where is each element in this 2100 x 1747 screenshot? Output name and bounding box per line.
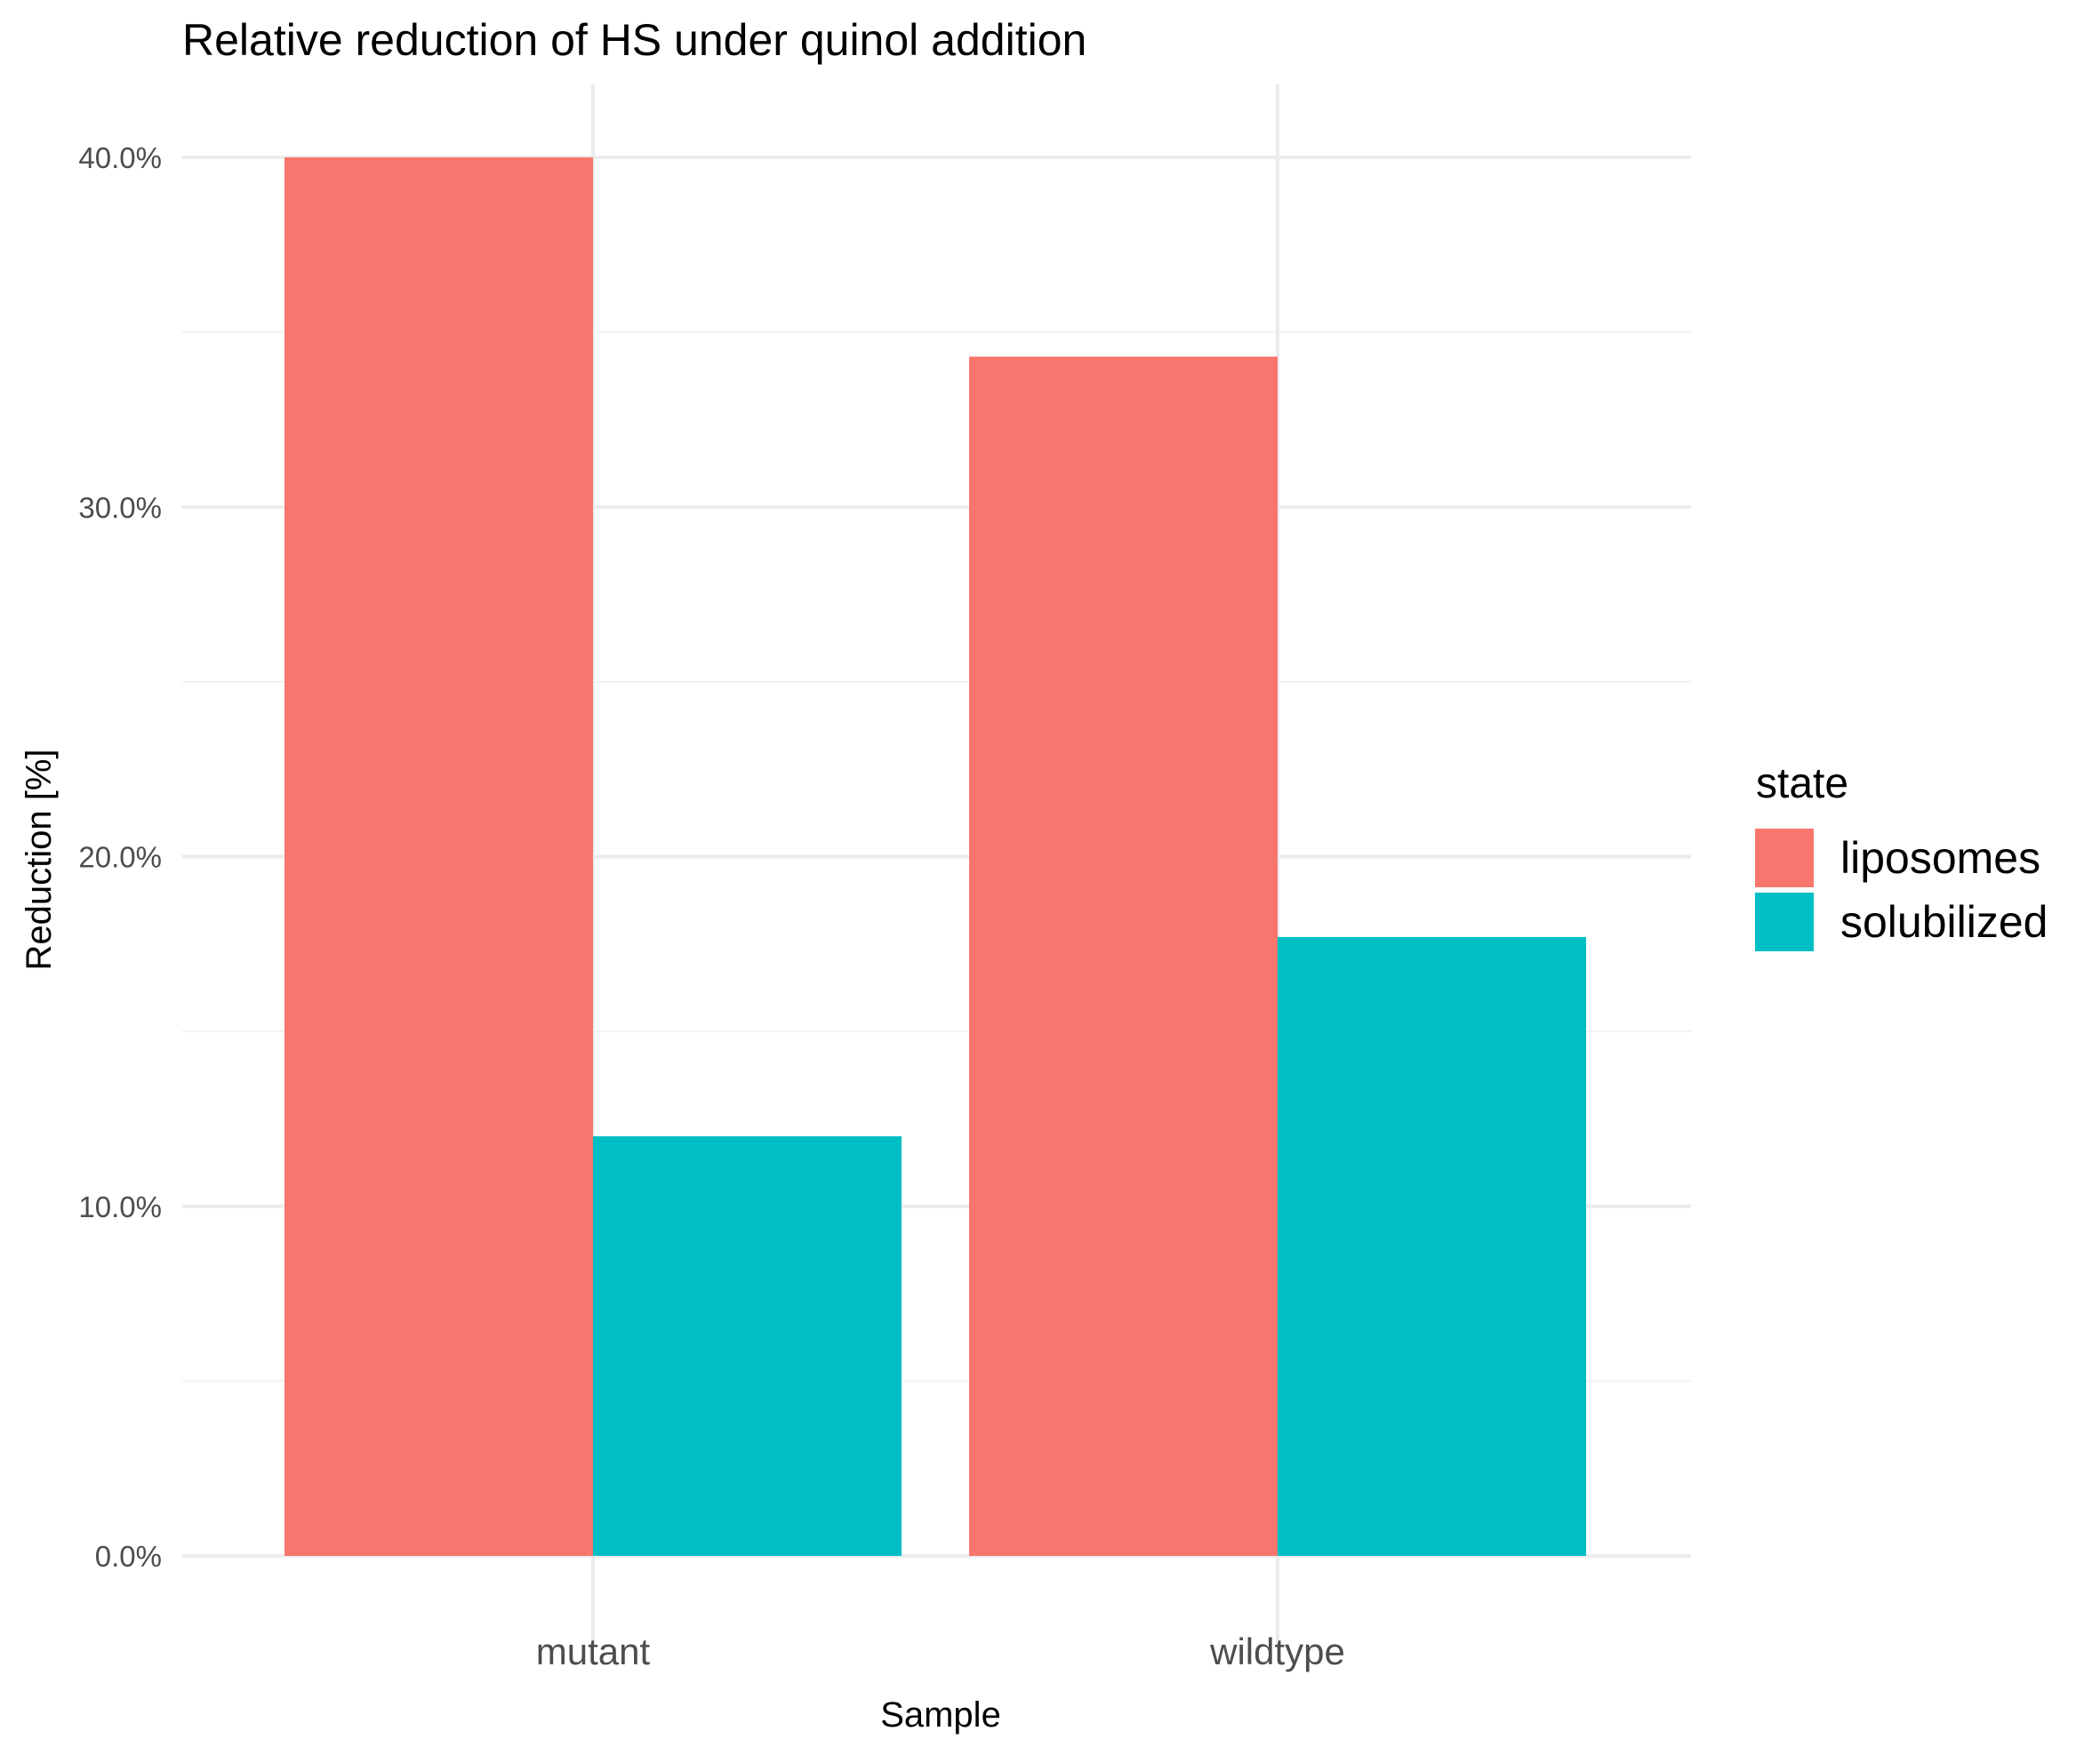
y-tick-label: 40.0% xyxy=(78,141,162,174)
x-axis-ticks: mutant wildtype xyxy=(536,1631,1345,1672)
bar-mutant-solubilized xyxy=(593,1136,902,1556)
y-axis-label: Reduction [%] xyxy=(20,749,59,970)
legend-key-liposomes xyxy=(1755,829,1814,887)
legend-label-solubilized: solubilized xyxy=(1840,897,2048,947)
legend: state liposomes solubilized xyxy=(1755,760,2048,951)
bar-mutant-liposomes xyxy=(285,157,593,1556)
y-tick-label: 20.0% xyxy=(78,841,162,874)
y-axis-ticks: 0.0% 10.0% 20.0% 30.0% 40.0% xyxy=(78,141,162,1573)
x-tick-label: wildtype xyxy=(1209,1631,1345,1672)
y-tick-label: 10.0% xyxy=(78,1190,162,1223)
x-tick-label: mutant xyxy=(536,1631,651,1672)
legend-key-solubilized xyxy=(1755,893,1814,951)
legend-title: state xyxy=(1756,760,1848,807)
y-tick-label: 0.0% xyxy=(95,1540,162,1573)
x-axis-label: Sample xyxy=(880,1695,1001,1735)
bar-wildtype-liposomes xyxy=(969,357,1278,1557)
chart-title: Relative reduction of HS under quinol ad… xyxy=(182,15,1086,65)
y-tick-label: 30.0% xyxy=(78,491,162,524)
bar-wildtype-solubilized xyxy=(1278,936,1586,1556)
bars xyxy=(285,157,1586,1557)
legend-label-liposomes: liposomes xyxy=(1840,833,2040,883)
